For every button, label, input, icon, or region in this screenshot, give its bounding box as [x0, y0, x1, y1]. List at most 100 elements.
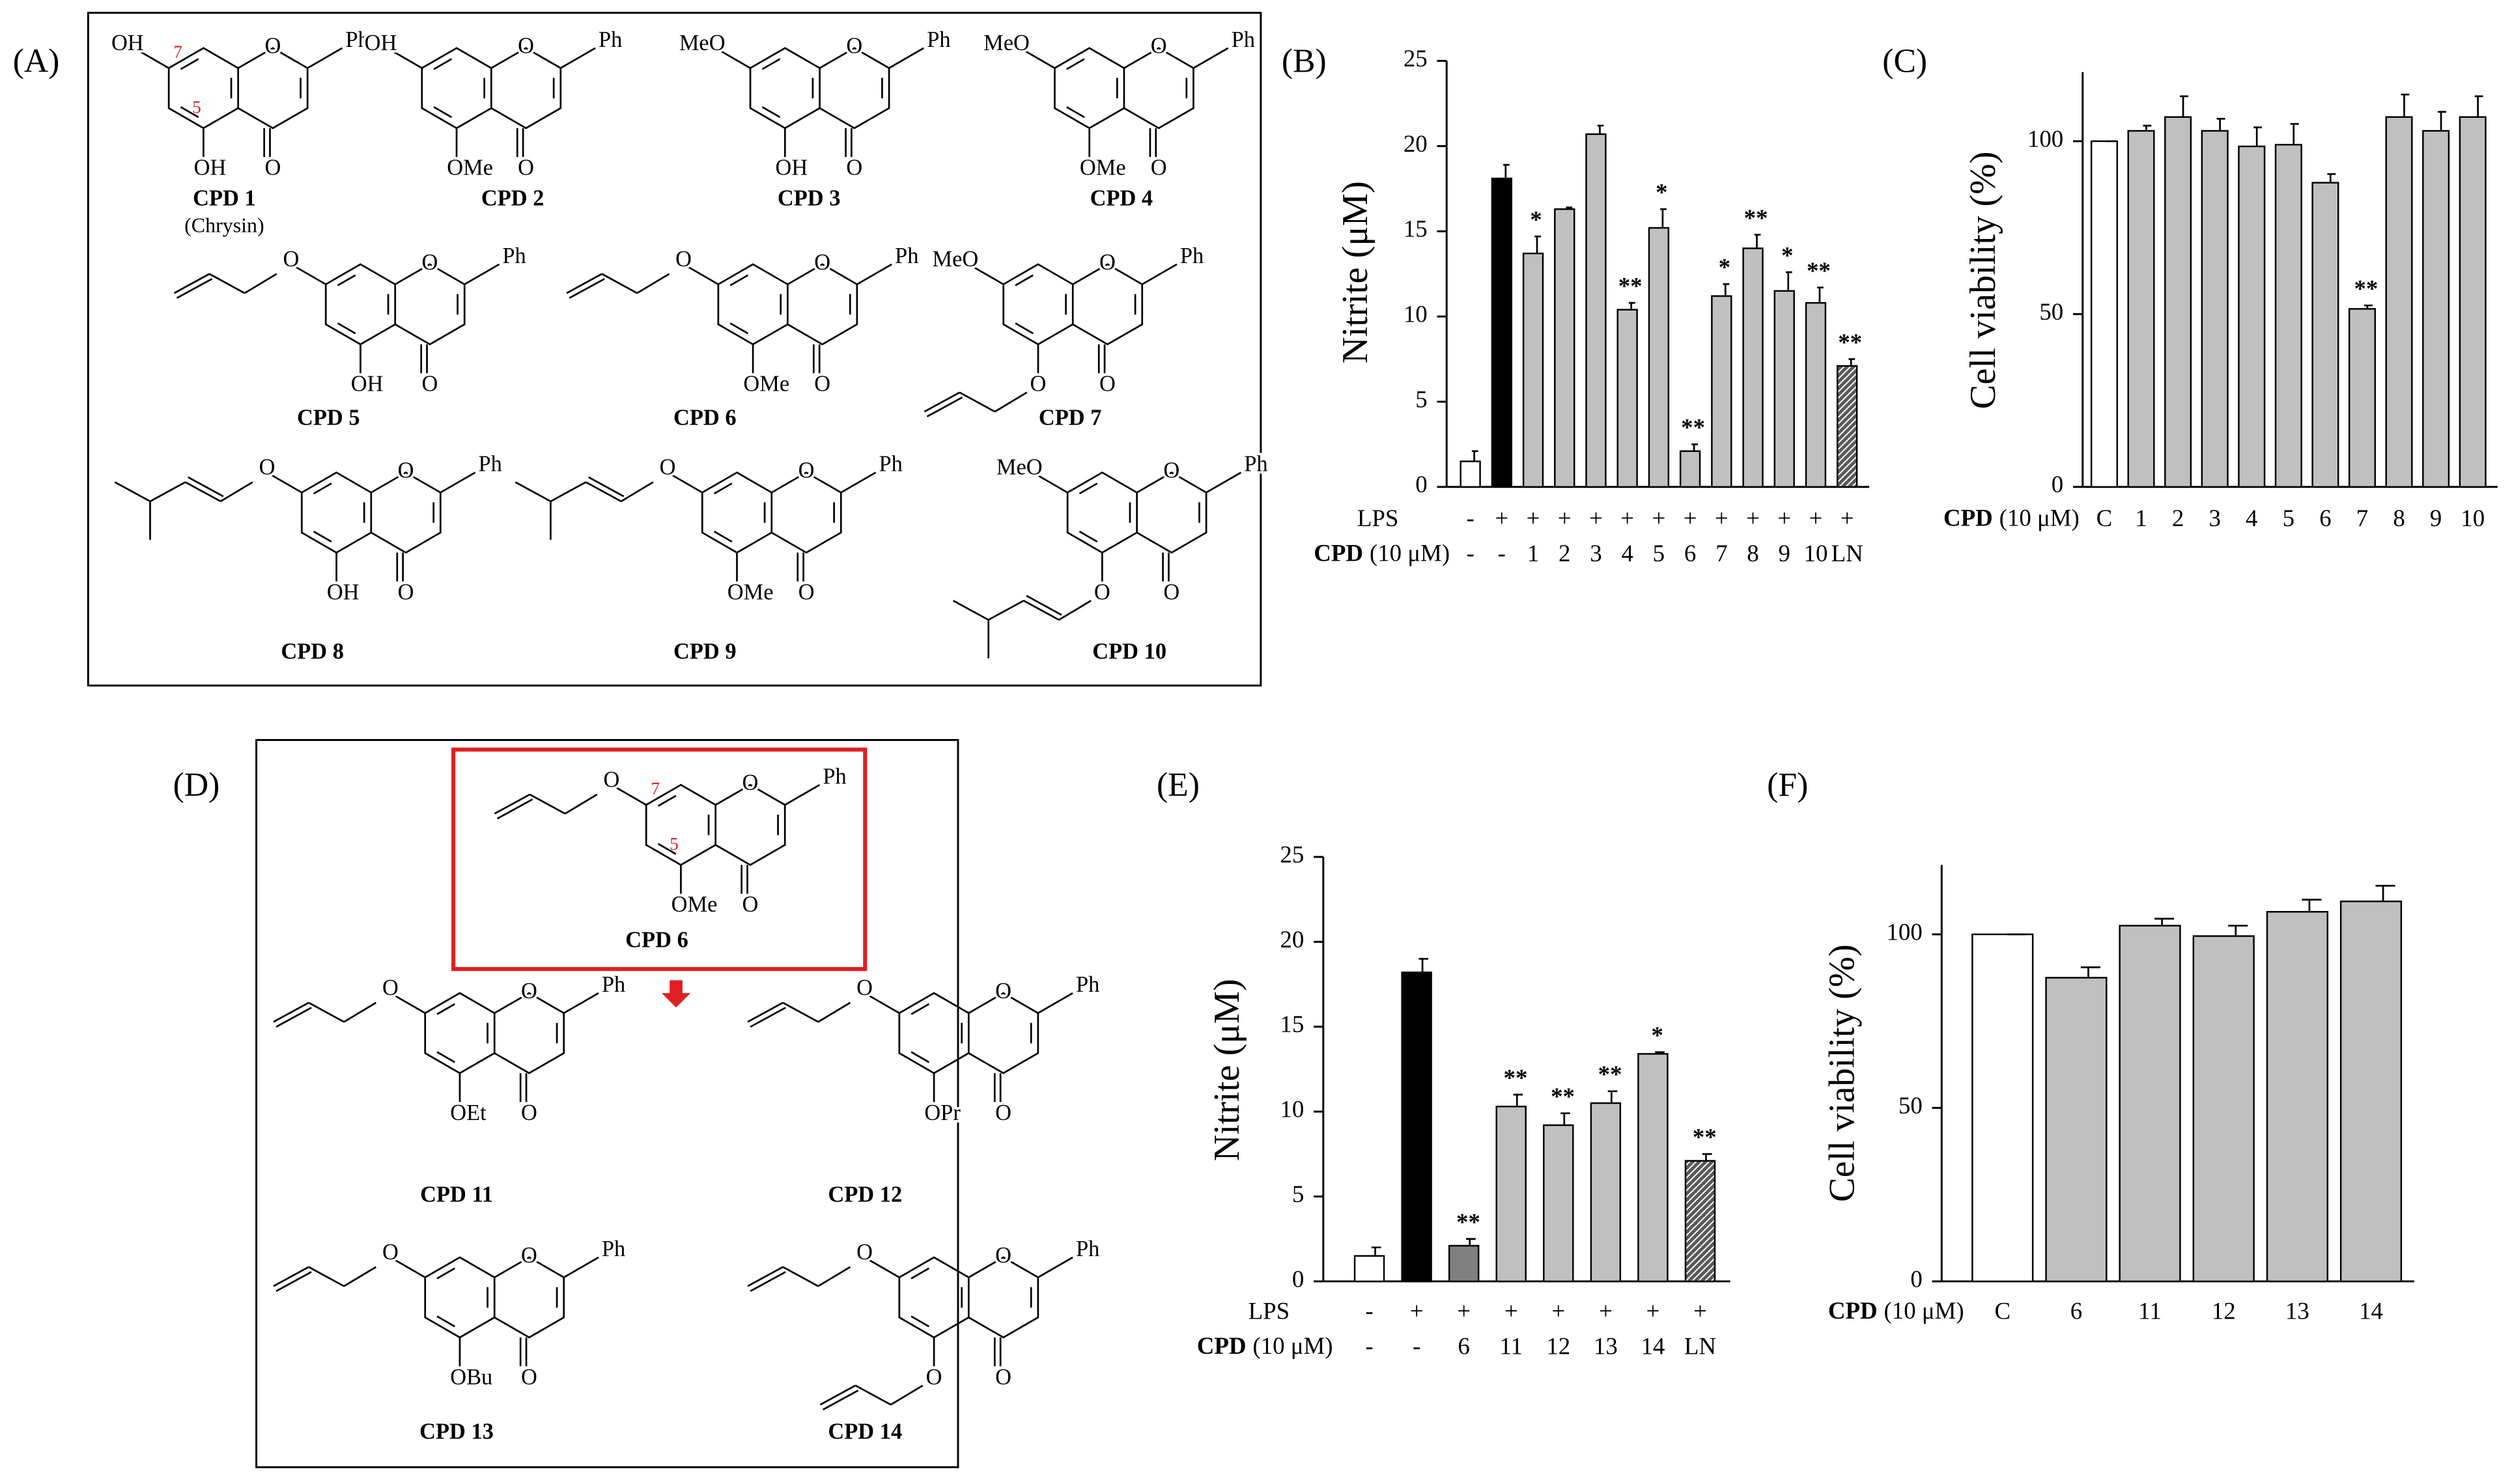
- y-tick-label: 20: [1280, 926, 1304, 953]
- atom-label: O: [995, 979, 1011, 1003]
- atom-label: O: [382, 975, 399, 1000]
- x-tick-label: 6: [2319, 505, 2331, 531]
- bond: [959, 391, 996, 413]
- lps-label: +: [1693, 1298, 1707, 1324]
- y-tick-label: 50: [1898, 1092, 1923, 1119]
- bond: [307, 47, 343, 69]
- significance: **: [1838, 329, 1862, 356]
- significance: **: [1807, 257, 1831, 284]
- ring: [787, 263, 858, 346]
- bond: [273, 1001, 309, 1023]
- panel-label: (C): [1882, 42, 1927, 79]
- x-tick-label: -: [1413, 1333, 1420, 1360]
- significance: **: [1693, 1124, 1717, 1151]
- bar: [2201, 130, 2229, 488]
- y-tick-label: 5: [1292, 1181, 1304, 1207]
- bar: [1495, 1106, 1527, 1283]
- bond: [910, 1315, 930, 1328]
- lps-label: +: [1527, 505, 1540, 531]
- category-axis-label: CPD (10 μM): [1828, 1298, 1964, 1325]
- atom-label: O: [675, 247, 692, 272]
- bond: [1206, 471, 1242, 494]
- lps-label: +: [1715, 505, 1729, 531]
- significance: **: [1456, 1209, 1480, 1235]
- y-tick-label: 20: [1404, 130, 1428, 157]
- bond: [782, 1266, 819, 1287]
- bar: [2127, 130, 2155, 488]
- bond: [1032, 471, 1068, 494]
- y-tick-label: 25: [1404, 45, 1428, 72]
- y-tick-label: 15: [1280, 1011, 1304, 1037]
- category-axis-label: CPD (10 μM): [1197, 1333, 1333, 1360]
- significance: *: [1781, 242, 1793, 268]
- panel-a-frame: [87, 12, 1262, 687]
- bar: [1836, 365, 1858, 488]
- bond: [149, 481, 186, 503]
- bond: [244, 273, 277, 294]
- ring: [237, 47, 309, 130]
- atom-label: Ph: [1076, 972, 1099, 997]
- bond: [134, 47, 169, 69]
- bond: [888, 47, 925, 69]
- compound-label: CPD 13: [419, 1419, 494, 1444]
- compound-label: CPD 10: [1092, 639, 1166, 664]
- x-tick-label: 9: [1779, 540, 1790, 567]
- bar: [2119, 925, 2181, 1283]
- bond: [494, 793, 531, 815]
- bond: [1192, 47, 1229, 69]
- error-bar: [2375, 884, 2395, 902]
- atom-label: O: [926, 1365, 942, 1390]
- bond: [188, 476, 224, 497]
- x-tick-label: 3: [2209, 505, 2220, 531]
- significance: **: [2354, 275, 2378, 301]
- bar: [2238, 145, 2266, 488]
- x-tick-label: 13: [1594, 1333, 1618, 1360]
- bond: [569, 277, 605, 299]
- bond: [273, 1266, 309, 1287]
- atom-label: Ph: [1244, 452, 1267, 477]
- bond: [1079, 530, 1098, 543]
- bond: [729, 274, 749, 287]
- category-axis-label: CPD (10 μM): [1314, 540, 1450, 567]
- compound-label: CPD 6: [673, 405, 737, 430]
- bond: [761, 106, 781, 119]
- ring: [819, 47, 890, 130]
- arrow: [661, 980, 691, 1008]
- bond: [819, 1384, 856, 1406]
- panel-d-frame: [255, 738, 959, 1468]
- atom-label: OMe: [1080, 156, 1126, 180]
- error-bar: [2327, 173, 2336, 183]
- x-tick-label: 10: [2461, 505, 2485, 531]
- error-bar: [2154, 917, 2175, 926]
- ring: [1136, 471, 1207, 554]
- category-axis-name: CPD: [1197, 1333, 1247, 1360]
- compound-label: CPD 5: [297, 405, 360, 430]
- atom-label: OEt: [450, 1100, 487, 1125]
- error-bar: [2474, 95, 2483, 117]
- atom-label: OH: [365, 31, 397, 55]
- bar: [1401, 972, 1432, 1283]
- bond: [1142, 263, 1178, 285]
- significance: **: [1618, 272, 1643, 299]
- bond: [729, 322, 749, 335]
- bond: [657, 794, 677, 807]
- bond: [864, 992, 900, 1014]
- bond: [563, 1256, 599, 1278]
- bond: [910, 1003, 930, 1015]
- ring: [494, 992, 565, 1074]
- error-bar: [1566, 206, 1573, 210]
- category-axis-unit: (10 μM): [1884, 1298, 1964, 1325]
- bond: [208, 273, 246, 294]
- atom-label: OH: [194, 156, 227, 180]
- bar: [2422, 130, 2450, 488]
- y-tick-label: 0: [2052, 471, 2063, 497]
- ring: [1123, 47, 1194, 130]
- category-axis-unit: (10 μM): [1252, 1333, 1333, 1360]
- error-bar: [1655, 1051, 1665, 1054]
- atom-label: O: [264, 156, 281, 180]
- bond: [1015, 274, 1034, 287]
- bond: [436, 1051, 455, 1063]
- atom-label: Ph: [879, 452, 902, 477]
- atom-label: O: [814, 372, 830, 397]
- ring: [424, 1256, 496, 1339]
